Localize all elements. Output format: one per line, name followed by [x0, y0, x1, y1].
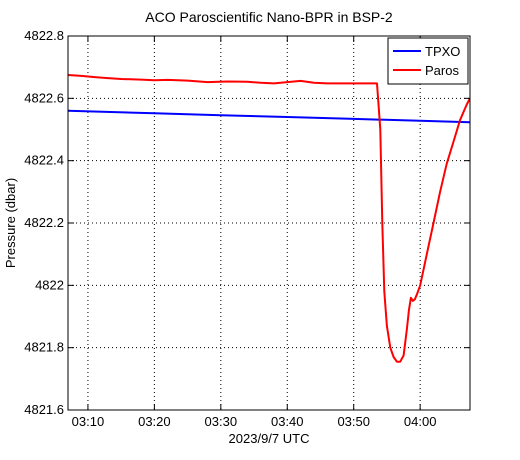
- y-tick-label: 4822.6: [24, 90, 64, 105]
- x-tick-label: 03:40: [271, 414, 304, 429]
- plot-area: [68, 74, 470, 363]
- x-axis-label: 2023/9/7 UTC: [229, 431, 310, 446]
- y-tick-label: 4821.6: [24, 402, 64, 417]
- x-tick-label: 03:30: [205, 414, 238, 429]
- y-tick-label: 4822.2: [24, 215, 64, 230]
- chart-title: ACO Paroscientific Nano-BPR in BSP-2: [145, 9, 393, 25]
- x-tick-label: 04:00: [404, 414, 437, 429]
- legend: TPXO Paros: [387, 37, 469, 85]
- x-tick-label: 03:10: [72, 414, 105, 429]
- legend-box: [387, 37, 469, 85]
- y-tick-label: 4822: [35, 277, 64, 292]
- y-tick-label: 4822.8: [24, 28, 64, 43]
- x-tick-label: 03:50: [337, 414, 370, 429]
- series-line-tpxo: [68, 109, 470, 124]
- legend-label: Paros: [425, 63, 459, 78]
- y-tick-label: 4822.4: [24, 153, 64, 168]
- series-line-paros: [68, 74, 470, 363]
- y-tick-label: 4821.8: [24, 340, 64, 355]
- grid: [68, 36, 470, 410]
- y-axis-label: Pressure (dbar): [3, 178, 18, 268]
- x-tick-label: 03:20: [138, 414, 171, 429]
- legend-label: TPXO: [425, 44, 460, 59]
- axis-ticks: 03:10 03:20 03:30 03:40 03:50 04:00 4821.6 4821…: [24, 28, 470, 429]
